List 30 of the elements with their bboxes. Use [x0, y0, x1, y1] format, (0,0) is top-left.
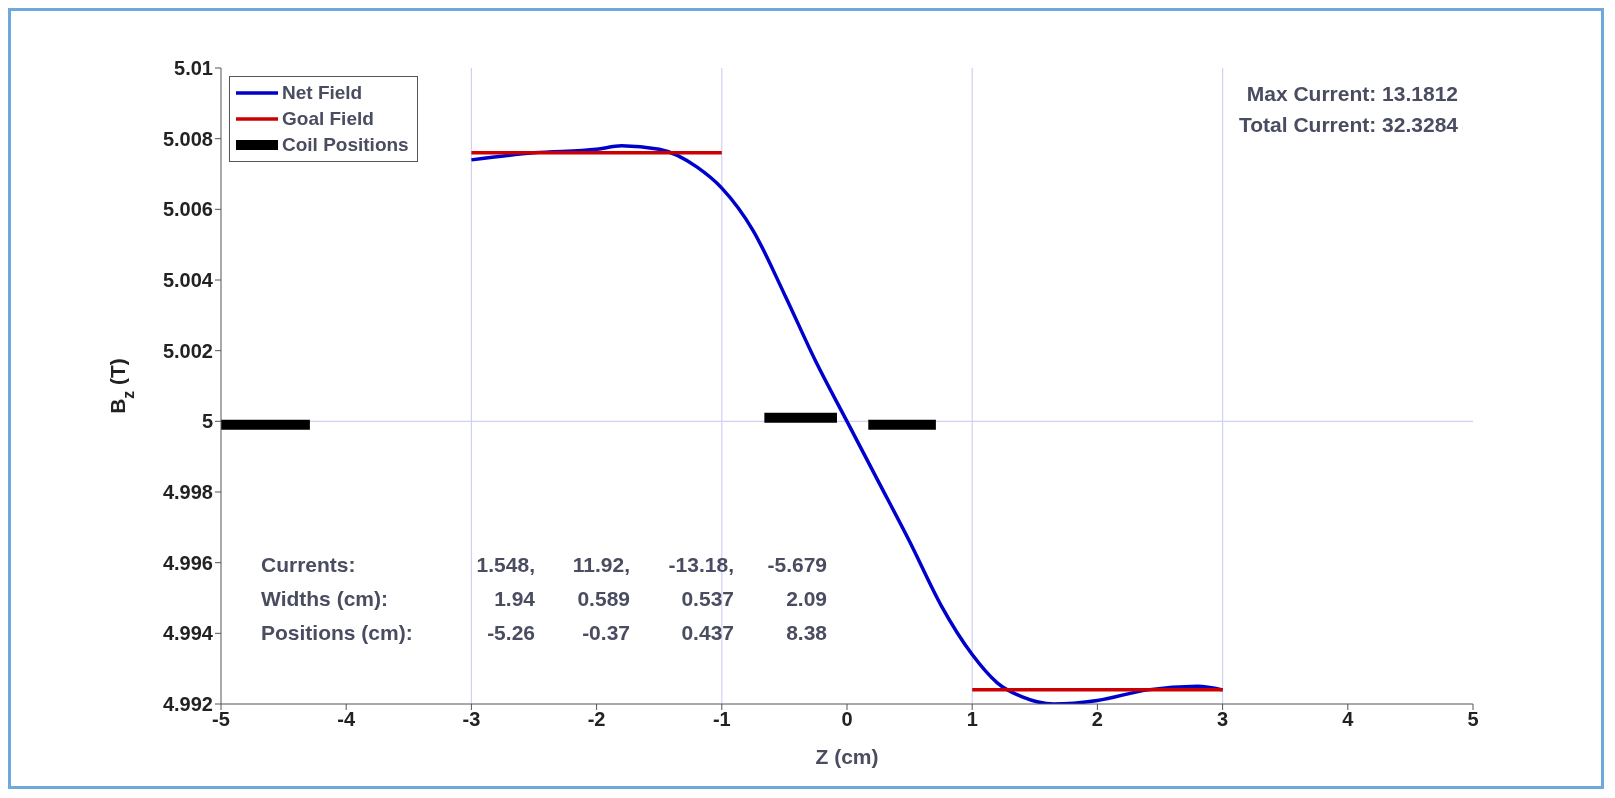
y-tick-label: 4.994: [162, 622, 214, 645]
y-tick-label: 4.998: [162, 481, 213, 504]
text: Currents: 1.548, 11.92, -13.18, -5.679: [261, 553, 827, 576]
x-tick-label: 5: [1467, 708, 1479, 731]
x-tick-label: 0: [841, 708, 853, 731]
x-tick-label: -2: [587, 708, 606, 731]
x-tick-label: -5: [212, 708, 230, 731]
x-tick-label: 4: [1342, 708, 1355, 731]
legend-label: Goal Field: [282, 108, 374, 130]
legend-label: Net Field: [282, 82, 363, 104]
x-tick-label: -3: [462, 708, 481, 731]
x-tick-label: 2: [1091, 708, 1103, 731]
y-tick-label: 5.01: [174, 57, 213, 80]
text: Widths (cm): 1.94 0.589 0.537 2.09: [261, 587, 827, 610]
y-tick-label: 5.008: [162, 127, 213, 150]
y-tick-label: 5.006: [162, 198, 213, 221]
x-tick-label: -4: [337, 708, 356, 731]
y-tick-label: 4.996: [162, 551, 213, 574]
y-tick-label: 5.004: [162, 269, 214, 292]
x-tick-label: -1: [712, 708, 731, 731]
x-axis-title: Z (cm): [815, 745, 879, 768]
annotation: Max Current: 13.1812: [1245, 81, 1458, 107]
y-tick-label: 5.002: [162, 339, 213, 362]
x-tick-label: 3: [1217, 708, 1229, 731]
text: Positions (cm): -5.26 -0.37 0.437 8.38: [261, 621, 827, 644]
legend-label: Coil Positions: [282, 134, 409, 156]
y-tick-label: 4.992: [162, 693, 213, 716]
x-tick-label: 1: [966, 708, 978, 731]
annotation: Total Current: 32.3284: [1238, 112, 1458, 138]
y-tick-label: 5: [201, 410, 213, 433]
